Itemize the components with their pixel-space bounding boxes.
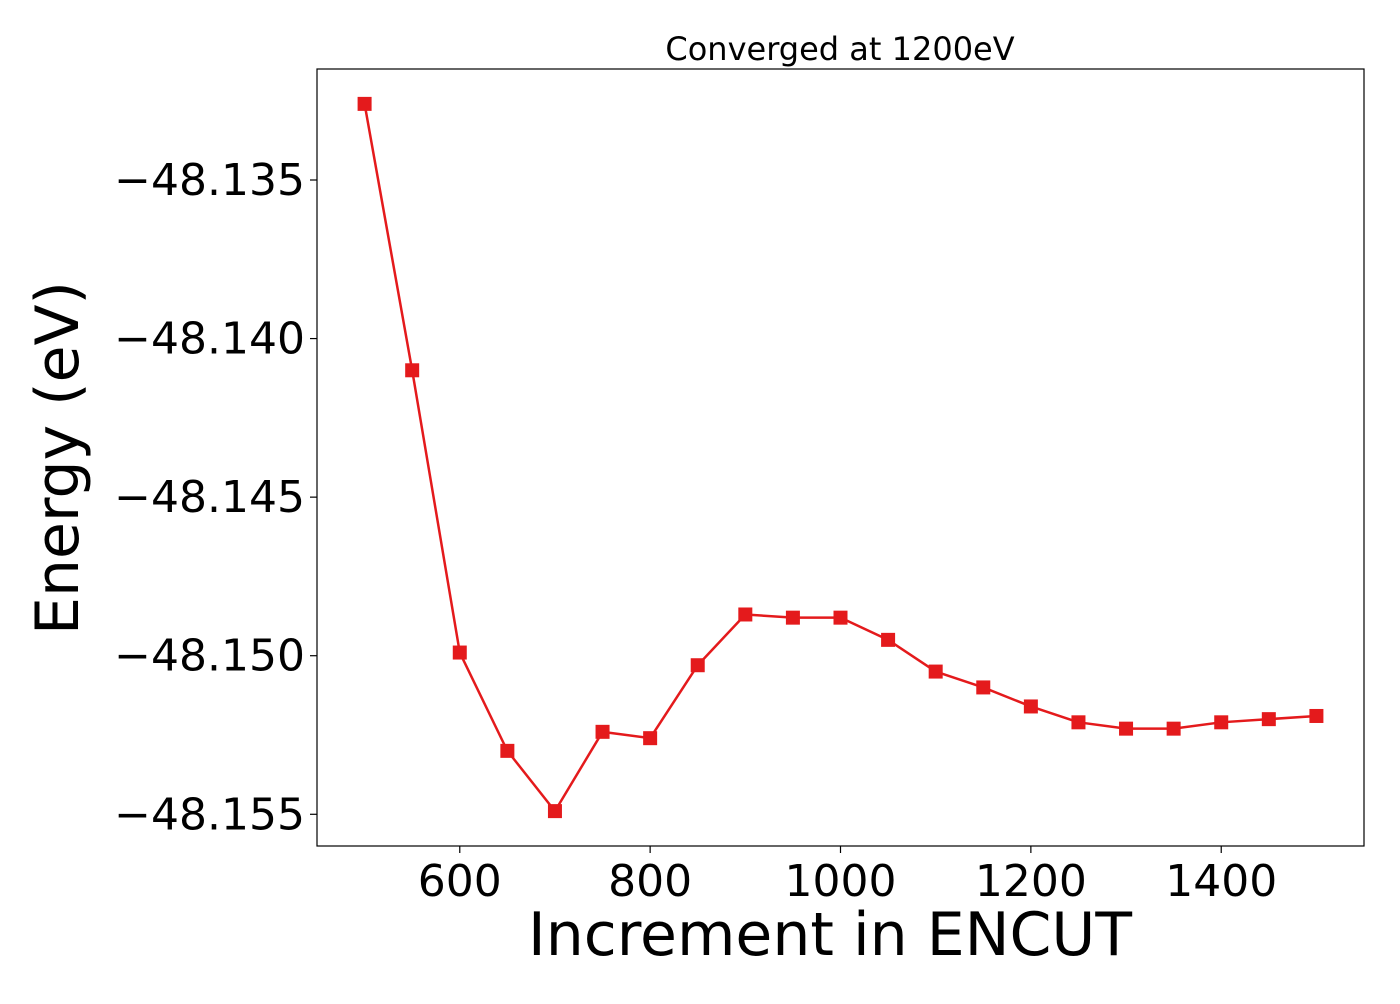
- y-tick-label: −48.155: [114, 789, 305, 840]
- data-point-marker: [881, 632, 896, 647]
- data-point-marker: [1261, 712, 1276, 727]
- data-point-marker: [976, 680, 991, 695]
- data-point-marker: [452, 645, 467, 660]
- data-point-marker: [785, 610, 800, 625]
- data-point-marker: [1309, 708, 1324, 723]
- data-point-marker: [500, 743, 515, 758]
- data-point-marker: [357, 96, 372, 111]
- data-point-marker: [595, 724, 610, 739]
- data-point-marker: [690, 658, 705, 673]
- data-point-marker: [405, 363, 420, 378]
- y-tick-label: −48.140: [114, 314, 305, 365]
- x-tick-label: 600: [418, 856, 502, 907]
- data-point-marker: [1166, 721, 1181, 736]
- x-tick-label: 1200: [975, 856, 1087, 907]
- data-point-marker: [1023, 699, 1038, 714]
- plot-area: [316, 68, 1365, 847]
- plot-frame: [316, 68, 1365, 847]
- data-point-marker: [833, 610, 848, 625]
- y-tick-label: −48.145: [114, 472, 305, 523]
- x-tick-label: 800: [608, 856, 692, 907]
- data-point-marker: [1214, 715, 1229, 730]
- chart-title: Converged at 1200eV: [665, 30, 1014, 68]
- y-tick-label: −48.150: [114, 631, 305, 682]
- y-tick-label: −48.135: [114, 155, 305, 206]
- series-layer: [357, 96, 1324, 819]
- data-point-marker: [1119, 721, 1134, 736]
- y-axis: −48.135 −48.140 −48.145 −48.150 −48.155: [114, 155, 317, 840]
- x-axis-title: Increment in ENCUT: [528, 900, 1132, 970]
- data-point-marker: [1071, 715, 1086, 730]
- x-tick-label: 1000: [785, 856, 897, 907]
- series-line: [363, 103, 1317, 813]
- data-point-marker: [547, 804, 562, 819]
- y-axis-title: Energy (eV): [23, 281, 93, 635]
- data-point-marker: [928, 664, 943, 679]
- data-point-marker: [738, 607, 753, 622]
- x-axis: 600 800 1000 1200 1400: [418, 846, 1277, 907]
- data-point-marker: [643, 731, 658, 746]
- x-tick-label: 1400: [1165, 856, 1277, 907]
